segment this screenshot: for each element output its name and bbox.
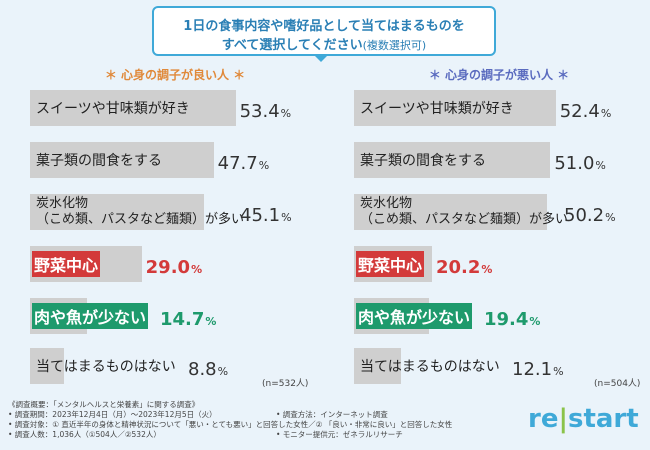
bar-value-unit: %	[529, 315, 541, 328]
bar-value-label: 52.4%	[560, 90, 612, 126]
bar-value-label: 45.1%	[240, 194, 292, 230]
bar-category-label: スイーツや甘味類が好き	[36, 101, 190, 117]
bar	[30, 142, 214, 178]
bar-row: 菓子類の間食をする 51.0%	[354, 142, 644, 178]
bar-value-unit: %	[595, 159, 606, 172]
bar-row: 当てはまるものはない 8.8%	[30, 348, 320, 384]
bar-value-number: 50.2	[564, 205, 605, 226]
bar-value-unit: %	[258, 159, 270, 172]
bar	[354, 194, 548, 230]
bar-value-unit: %	[553, 365, 564, 378]
bar-value-unit: %	[191, 263, 203, 276]
bar-value-label: 19.4%	[484, 298, 540, 334]
bar-category-label: 肉や魚が少ない	[32, 303, 149, 329]
panel-title-good: ＊ 心身の調子が良い人 ＊	[104, 68, 246, 82]
restart-logo: re|start	[528, 404, 639, 434]
bar-value-unit: %	[217, 365, 229, 378]
bar-value-number: 8.8	[188, 359, 217, 380]
bar-category-label: 炭水化物 （こめ類、パスタなど麺類）が多い	[36, 196, 245, 227]
bar-category-label: 炭水化物 （こめ類、パスタなど麺類）が多い	[360, 196, 569, 227]
bar-row: 肉や魚が少ない 19.4%	[354, 298, 644, 334]
bar	[30, 194, 204, 230]
bar-category-label: 野菜中心	[32, 251, 101, 277]
bar-value-label: 29.0%	[146, 246, 202, 282]
bar-row: 肉や魚が少ない 14.7%	[30, 298, 320, 334]
bar-row: 野菜中心 29.0%	[30, 246, 320, 282]
logo-part-start: start	[567, 404, 639, 434]
logo-separator: |	[558, 404, 568, 434]
bar	[354, 348, 401, 384]
bar	[354, 142, 551, 178]
bar-value-unit: %	[280, 107, 292, 120]
bar-category-label: スイーツや甘味類が好き	[360, 101, 514, 117]
bar	[354, 90, 556, 126]
survey-summary: 《調査概要：「メンタルヘルスと栄養素」に関する調査》 • 調査期間：2023年1…	[8, 400, 452, 440]
bar-value-label: 47.7%	[218, 142, 270, 178]
logo-part-re: re	[528, 404, 559, 434]
bar-value-number: 47.7	[217, 153, 258, 174]
bar	[30, 90, 236, 126]
survey-summary-line: 《調査概要：「メンタルヘルスと栄養素」に関する調査》	[8, 400, 200, 409]
bar-category-label: 野菜中心	[356, 251, 425, 277]
bar-value-unit: %	[205, 315, 217, 328]
bar-category-label: 肉や魚が少ない	[356, 303, 473, 329]
bar-value-unit: %	[281, 211, 292, 224]
survey-method: • 調査方法：インターネット調査 • モニター提供元：ゼネラルリサーチ	[276, 410, 403, 440]
bar-value-label: 8.8%	[188, 348, 228, 384]
question-line-2: すべて選択してください(複数選択可)	[154, 34, 494, 53]
question-title-box: 1日の食事内容や嗜好品として当てはまるものを すべて選択してください(複数選択可…	[152, 6, 496, 56]
bar-value-number: 14.7	[160, 309, 205, 330]
bar-value-label: 51.0%	[554, 142, 606, 178]
bar-category-label: 菓子類の間食をする	[360, 153, 486, 169]
survey-summary-line: • 調査対象：① 直近半年の身体と精神状況について「悪い・とても悪い」と回答した…	[8, 420, 453, 429]
bar-row: 野菜中心 20.2%	[354, 246, 644, 282]
question-note: (複数選択可)	[362, 39, 427, 52]
sample-size-bad: (n=504人)	[594, 379, 641, 389]
sample-size-good: (n=532人)	[262, 379, 309, 389]
bar-row: スイーツや甘味類が好き 53.4%	[30, 90, 320, 126]
survey-summary-line: • 調査人数：1,036人（①504人／②532人）	[8, 430, 161, 439]
bar-value-number: 19.4	[484, 309, 529, 330]
question-line-1: 1日の食事内容や嗜好品として当てはまるものを	[183, 19, 465, 34]
bar-category-label: 当てはまるものはない	[36, 359, 176, 375]
bar-value-label: 50.2%	[564, 194, 616, 230]
bar-value-number: 53.4	[239, 101, 280, 122]
bar-value-number: 20.2	[436, 257, 481, 278]
bar-value-unit: %	[600, 107, 612, 120]
bar-category-label: 菓子類の間食をする	[36, 153, 162, 169]
bar-row: 当てはまるものはない 12.1%	[354, 348, 644, 384]
title-pointer	[314, 55, 328, 62]
panel-title-bad: ＊ 心身の調子が悪い人 ＊	[428, 68, 570, 82]
bar-row: スイーツや甘味類が好き 52.4%	[354, 90, 644, 126]
bar-value-label: 14.7%	[160, 298, 216, 334]
bar-row: 菓子類の間食をする 47.7%	[30, 142, 320, 178]
bar-value-number: 45.1	[240, 205, 281, 226]
survey-provider-line: • モニター提供元：ゼネラルリサーチ	[276, 430, 403, 439]
bar-value-label: 12.1%	[512, 348, 564, 384]
bar	[30, 348, 64, 384]
bar-row: 炭水化物 （こめ類、パスタなど麺類）が多い 50.2%	[354, 194, 644, 230]
bar-value-unit: %	[605, 211, 616, 224]
survey-method-line: • 調査方法：インターネット調査	[276, 410, 388, 419]
question-line-2-text: すべて選択してください	[221, 38, 363, 53]
bar-value-number: 52.4	[559, 101, 600, 122]
bar-row: 炭水化物 （こめ類、パスタなど麺類）が多い 45.1%	[30, 194, 320, 230]
bar-value-number: 29.0	[145, 257, 191, 278]
survey-summary-line: • 調査期間：2023年12月4日（月）〜2023年12月5日（火）	[8, 410, 217, 419]
bar-value-number: 51.0	[554, 153, 595, 174]
bar-value-number: 12.1	[512, 359, 553, 380]
bar-value-unit: %	[481, 263, 493, 276]
bar-value-label: 53.4%	[240, 90, 292, 126]
bar-category-label: 当てはまるものはない	[360, 359, 500, 375]
bar-value-label: 20.2%	[436, 246, 492, 282]
chart-panel-good: ＊ 心身の調子が良い人 ＊ (n=532人) スイーツや甘味類が好き 53.4% 菓…	[30, 66, 320, 389]
chart-panel-bad: ＊ 心身の調子が悪い人 ＊ (n=504人) スイーツや甘味類が好き 52.4% 菓…	[354, 66, 644, 389]
